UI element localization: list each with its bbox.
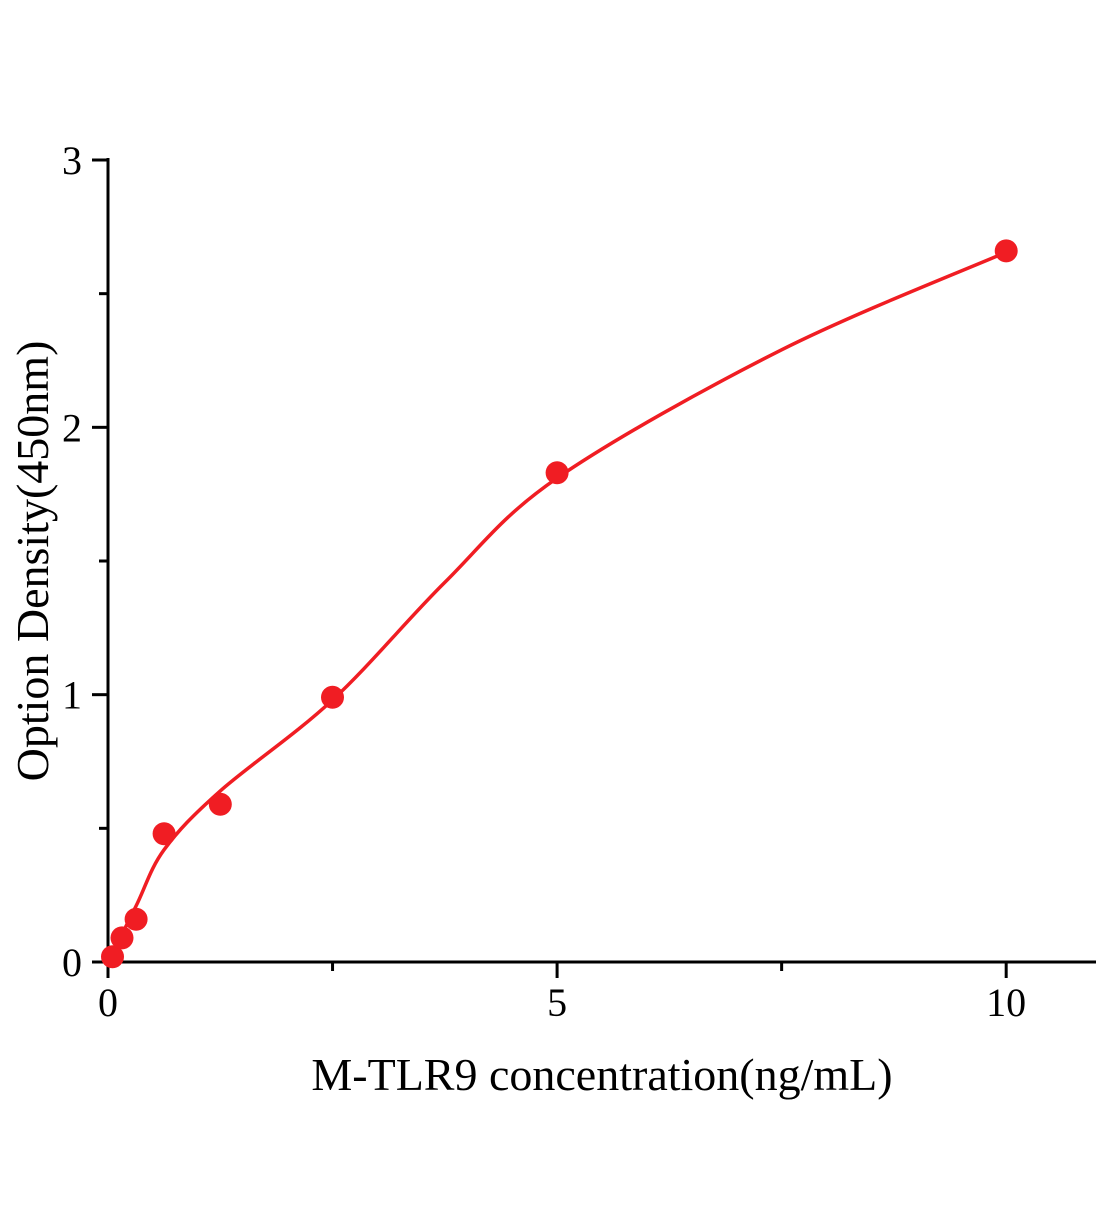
data-point-marker: [124, 907, 148, 931]
fit-curve: [106, 250, 1008, 964]
data-point-marker: [321, 685, 344, 709]
data-point-marker: [101, 945, 124, 969]
x-axis-tick-label: 10: [986, 980, 1026, 1025]
data-point-marker: [994, 239, 1018, 263]
data-point-marker: [208, 792, 232, 816]
y-axis-tick-label: 0: [62, 940, 82, 985]
y-axis-tick-label: 1: [62, 673, 82, 718]
data-point-marker: [152, 822, 176, 846]
x-axis-tick-label: 0: [98, 980, 118, 1025]
data-point-marker: [545, 461, 569, 485]
fit-curve-layer: [106, 250, 1008, 964]
y-axis-tick-label: 2: [62, 405, 82, 450]
axes-layer: 0 5 10 0 1 2 3: [62, 138, 1096, 1025]
x-axis-tick-label: 5: [547, 980, 567, 1025]
data-points-layer: [101, 239, 1018, 969]
data-point-marker: [110, 926, 134, 950]
x-axis-title: M-TLR9 concentration(ng/mL): [311, 1049, 892, 1100]
y-axis-title: Option Density(450nm): [7, 341, 58, 782]
y-axis-tick-label: 3: [62, 138, 82, 183]
